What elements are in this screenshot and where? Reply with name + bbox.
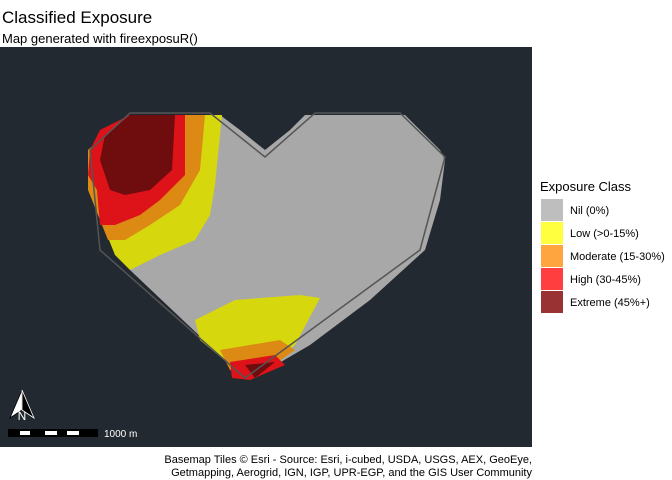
legend-label: Low (>0-15%) (570, 228, 639, 240)
north-label: N (18, 409, 27, 423)
legend: Nil (0%) Low (>0-15%) Moderate (15-30%) Hig… (541, 199, 665, 313)
north-arrow: N (9, 389, 35, 423)
scale-bar: 1000 m (8, 429, 137, 440)
scale-segment (45, 431, 57, 435)
legend-swatch (541, 199, 563, 221)
exposure-raster (88, 112, 446, 380)
legend-label: High (30-45%) (570, 274, 641, 286)
map-title: Classified Exposure (2, 8, 152, 27)
attribution: Basemap Tiles © Esri - Source: Esri, i-c… (164, 454, 532, 466)
attribution: Getmapping, Aerogrid, IGN, IGP, UPR-EGP,… (171, 467, 532, 479)
scale-segment (67, 431, 79, 435)
legend-swatch (541, 268, 563, 290)
map-subtitle: Map generated with fireexposuR() (2, 31, 198, 46)
legend-swatch (541, 222, 563, 244)
boundary-outline (89, 112, 446, 379)
legend-swatch (541, 245, 563, 267)
scale-label: 1000 m (104, 429, 137, 440)
extreme-area (100, 115, 175, 195)
legend-label: Moderate (15-30%) (570, 251, 665, 263)
scale-segment (20, 431, 30, 435)
legend-swatch (541, 291, 563, 313)
extreme-area (245, 362, 275, 378)
arrow-right (21, 389, 35, 420)
legend-label: Nil (0%) (570, 205, 609, 217)
legend-title: Exposure Class (540, 179, 632, 194)
legend-label: Extreme (45%+) (570, 297, 650, 309)
